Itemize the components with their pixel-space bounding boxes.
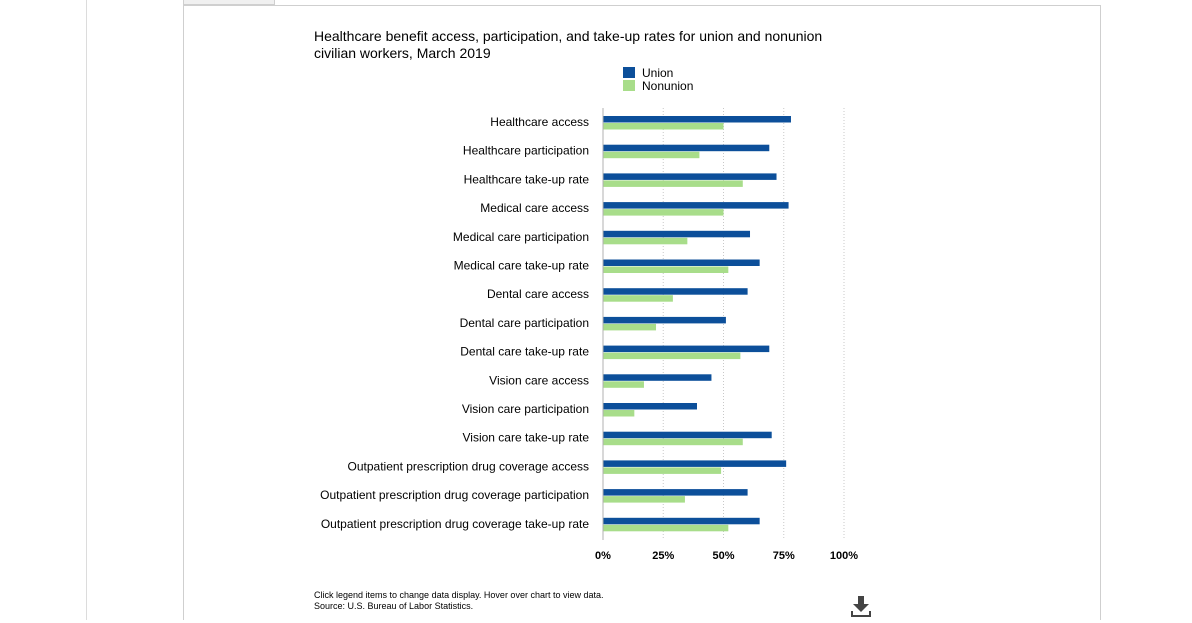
y-category-label: Medical care access bbox=[480, 201, 589, 215]
y-category-label: Vision care access bbox=[489, 373, 589, 387]
legend-swatch-union bbox=[623, 67, 635, 78]
y-category-label: Vision care take-up rate bbox=[462, 431, 589, 445]
bar-union bbox=[603, 144, 770, 152]
bar-union bbox=[603, 230, 751, 238]
chart-title: Healthcare benefit access, participation… bbox=[314, 28, 823, 61]
bar-union bbox=[603, 316, 726, 324]
bar-union bbox=[603, 403, 697, 410]
y-category-label: Medical care participation bbox=[453, 230, 589, 244]
legend: Union Nonunion bbox=[623, 65, 694, 93]
x-tick-label: 100% bbox=[830, 550, 858, 562]
legend-item-union[interactable]: Union bbox=[623, 65, 693, 80]
y-category-label: Dental care take-up rate bbox=[460, 345, 589, 359]
page-left-rule bbox=[86, 0, 87, 620]
legend-item-nonunion[interactable]: Nonunion bbox=[623, 78, 694, 93]
bar-nonunion bbox=[603, 295, 673, 302]
bar-union bbox=[603, 288, 748, 295]
chart-footer: Click legend items to change data displa… bbox=[314, 590, 603, 612]
legend-label-nonunion: Nonunion bbox=[642, 78, 694, 93]
legend-swatch-nonunion bbox=[623, 80, 635, 91]
y-category-label: Outpatient prescription drug coverage ac… bbox=[348, 459, 589, 473]
bar-union bbox=[603, 374, 712, 381]
bar-nonunion bbox=[603, 323, 657, 331]
chart-panel bbox=[183, 5, 1101, 620]
y-category-label: Medical care take-up rate bbox=[454, 259, 590, 273]
download-icon bbox=[851, 596, 871, 617]
y-category-label: Outpatient prescription drug coverage ta… bbox=[321, 517, 589, 531]
x-tick-label: 75% bbox=[773, 550, 795, 562]
x-tick-label: 25% bbox=[652, 550, 674, 562]
bar-union bbox=[603, 517, 760, 525]
download-button[interactable] bbox=[848, 594, 874, 618]
bar-union bbox=[603, 116, 791, 123]
bar-union bbox=[603, 259, 760, 266]
bar-nonunion bbox=[603, 266, 729, 273]
bar-nonunion bbox=[603, 151, 700, 159]
bar-nonunion bbox=[603, 496, 685, 503]
bar-union bbox=[603, 345, 770, 353]
bar-nonunion bbox=[603, 381, 644, 388]
footer-note: Click legend items to change data displa… bbox=[314, 590, 604, 600]
bar-nonunion bbox=[603, 410, 635, 417]
bar-nonunion bbox=[603, 123, 724, 130]
bar-union bbox=[603, 173, 777, 180]
bar-nonunion bbox=[603, 352, 741, 360]
bar-union bbox=[603, 202, 789, 209]
y-category-label: Outpatient prescription drug coverage pa… bbox=[320, 488, 589, 502]
x-tick-label: 0% bbox=[595, 550, 611, 562]
y-category-label: Healthcare take-up rate bbox=[464, 172, 590, 186]
legend-label-union: Union bbox=[642, 65, 674, 80]
bar-union bbox=[603, 431, 772, 439]
y-category-label: Dental care participation bbox=[460, 316, 589, 330]
bar-nonunion bbox=[603, 438, 743, 446]
bar-nonunion bbox=[603, 237, 688, 245]
y-category-label: Dental care access bbox=[487, 287, 589, 301]
bar-union bbox=[603, 460, 787, 467]
y-category-label: Healthcare access bbox=[490, 115, 589, 129]
x-tick-label: 50% bbox=[712, 550, 734, 562]
y-category-label: Vision care participation bbox=[462, 402, 589, 416]
bar-nonunion bbox=[603, 180, 743, 187]
bar-union bbox=[603, 489, 748, 496]
bar-nonunion bbox=[603, 209, 724, 216]
footer-source: Source: U.S. Bureau of Labor Statistics. bbox=[314, 601, 474, 611]
y-category-label: Healthcare participation bbox=[463, 144, 589, 158]
bar-nonunion bbox=[603, 524, 729, 532]
bar-nonunion bbox=[603, 467, 722, 474]
tab-stub[interactable] bbox=[183, 0, 275, 5]
